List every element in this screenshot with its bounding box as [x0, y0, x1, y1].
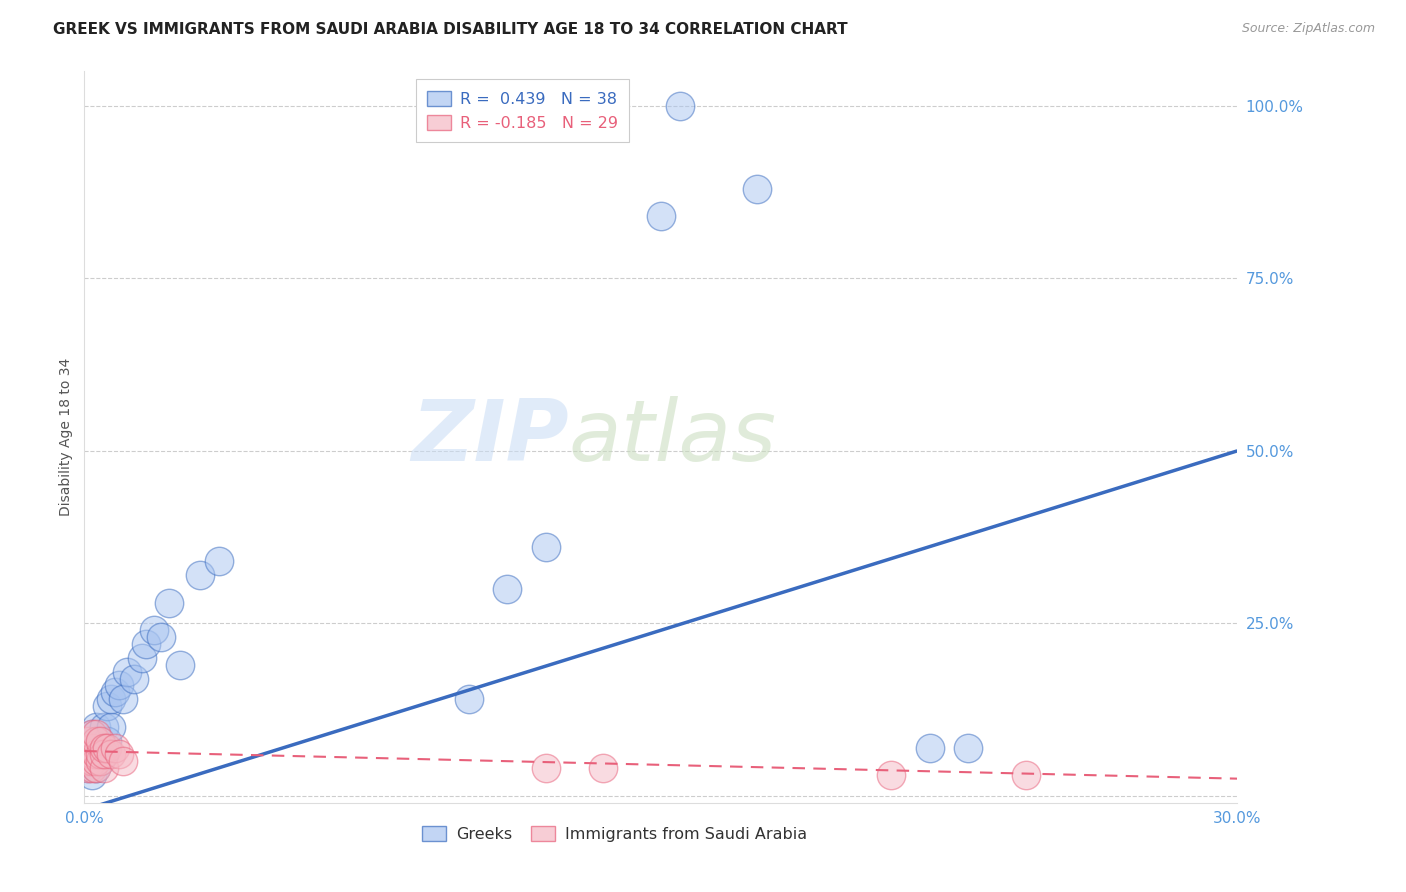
Point — [880, 768, 903, 782]
Point — [93, 740, 115, 755]
Point — [496, 582, 519, 596]
Point — [84, 740, 107, 755]
Point — [80, 740, 103, 755]
Point — [108, 747, 131, 762]
Point — [96, 733, 118, 747]
Point — [93, 747, 115, 762]
Point — [84, 761, 107, 775]
Point — [100, 692, 122, 706]
Point — [592, 761, 614, 775]
Point — [115, 665, 138, 679]
Point — [104, 685, 127, 699]
Point — [89, 755, 111, 769]
Point — [80, 755, 103, 769]
Point — [96, 740, 118, 755]
Text: atlas: atlas — [568, 395, 776, 479]
Point — [80, 755, 103, 769]
Point — [80, 727, 103, 741]
Point — [745, 182, 768, 196]
Point — [80, 768, 103, 782]
Point — [93, 747, 115, 762]
Point — [534, 761, 557, 775]
Point — [89, 733, 111, 747]
Point — [669, 99, 692, 113]
Point — [77, 755, 100, 769]
Point — [111, 692, 134, 706]
Point — [77, 733, 100, 747]
Point — [77, 761, 100, 775]
Point — [208, 554, 231, 568]
Point — [84, 747, 107, 762]
Text: Source: ZipAtlas.com: Source: ZipAtlas.com — [1241, 22, 1375, 36]
Point — [157, 596, 180, 610]
Point — [89, 733, 111, 747]
Legend: Greeks, Immigrants from Saudi Arabia: Greeks, Immigrants from Saudi Arabia — [415, 818, 815, 850]
Point — [650, 209, 672, 223]
Point — [84, 733, 107, 747]
Point — [918, 740, 941, 755]
Point — [534, 541, 557, 555]
Point — [89, 755, 111, 769]
Point — [111, 755, 134, 769]
Point — [80, 727, 103, 741]
Point — [77, 747, 100, 762]
Point — [131, 651, 153, 665]
Point — [135, 637, 157, 651]
Point — [150, 630, 173, 644]
Point — [80, 747, 103, 762]
Point — [84, 720, 107, 734]
Point — [124, 672, 146, 686]
Point — [457, 692, 479, 706]
Point — [104, 740, 127, 755]
Point — [93, 761, 115, 775]
Point — [80, 761, 103, 775]
Point — [77, 761, 100, 775]
Point — [1015, 768, 1038, 782]
Point — [77, 755, 100, 769]
Point — [80, 747, 103, 762]
Point — [100, 720, 122, 734]
Point — [142, 624, 165, 638]
Point — [84, 747, 107, 762]
Point — [100, 747, 122, 762]
Y-axis label: Disability Age 18 to 34: Disability Age 18 to 34 — [59, 358, 73, 516]
Point — [84, 761, 107, 775]
Point — [169, 657, 191, 672]
Point — [93, 720, 115, 734]
Point — [108, 678, 131, 692]
Point — [84, 727, 107, 741]
Point — [96, 699, 118, 714]
Point — [957, 740, 980, 755]
Point — [84, 755, 107, 769]
Point — [89, 747, 111, 762]
Point — [77, 747, 100, 762]
Text: ZIP: ZIP — [411, 395, 568, 479]
Text: GREEK VS IMMIGRANTS FROM SAUDI ARABIA DISABILITY AGE 18 TO 34 CORRELATION CHART: GREEK VS IMMIGRANTS FROM SAUDI ARABIA DI… — [53, 22, 848, 37]
Point — [188, 568, 211, 582]
